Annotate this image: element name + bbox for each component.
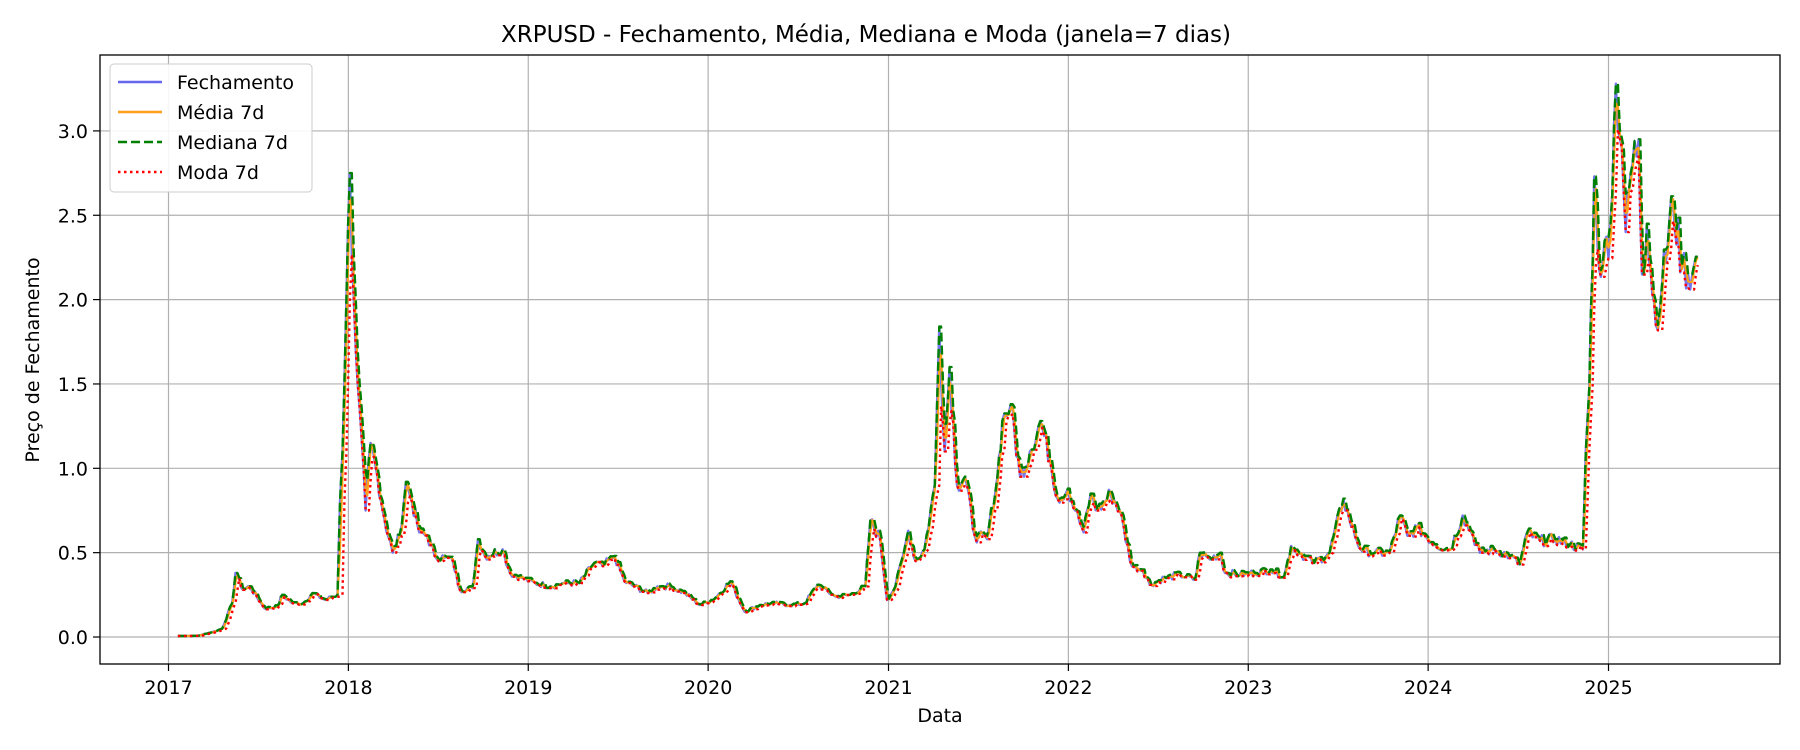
x-tick-label: 2017 [144, 677, 192, 699]
y-tick-label: 3.0 [58, 121, 88, 143]
legend-label: Mediana 7d [177, 132, 288, 154]
x-axis-ticks: 2017 2018 2019 2020 2021 2022 2023 2024 2025 [144, 664, 1633, 699]
y-axis-ticks: 0.0 0.5 1.0 1.5 2.0 2.5 3.0 [58, 121, 100, 649]
y-tick-label: 0.5 [58, 543, 88, 565]
x-tick-label: 2022 [1044, 677, 1092, 699]
x-tick-label: 2024 [1404, 677, 1452, 699]
series-lines [177, 82, 1699, 638]
legend: Fechamento Média 7d Mediana 7d Moda 7d [109, 63, 313, 193]
series-line-4 [177, 128, 1699, 638]
y-tick-label: 2.0 [58, 290, 88, 312]
x-tick-label: 2020 [684, 677, 732, 699]
y-axis-label: Preço de Fechamento [22, 257, 44, 462]
x-tick-label: 2025 [1584, 677, 1632, 699]
plot-frame [99, 54, 1781, 665]
x-axis-label: Data [917, 705, 962, 727]
legend-box [109, 63, 313, 193]
x-tick-label: 2019 [504, 677, 552, 699]
y-tick-label: 1.0 [58, 458, 88, 480]
legend-label: Média 7d [177, 102, 264, 124]
y-tick-label: 2.5 [58, 205, 88, 227]
x-tick-label: 2018 [324, 677, 372, 699]
series-line-3 [177, 82, 1698, 638]
chart-title: XRPUSD - Fechamento, Média, Mediana e Mo… [501, 22, 1231, 48]
y-tick-label: 0.0 [58, 627, 88, 649]
x-tick-label: 2021 [864, 677, 912, 699]
legend-label: Moda 7d [177, 162, 259, 184]
legend-label: Fechamento [177, 72, 294, 94]
x-tick-label: 2023 [1224, 677, 1272, 699]
y-tick-label: 1.5 [58, 374, 88, 396]
